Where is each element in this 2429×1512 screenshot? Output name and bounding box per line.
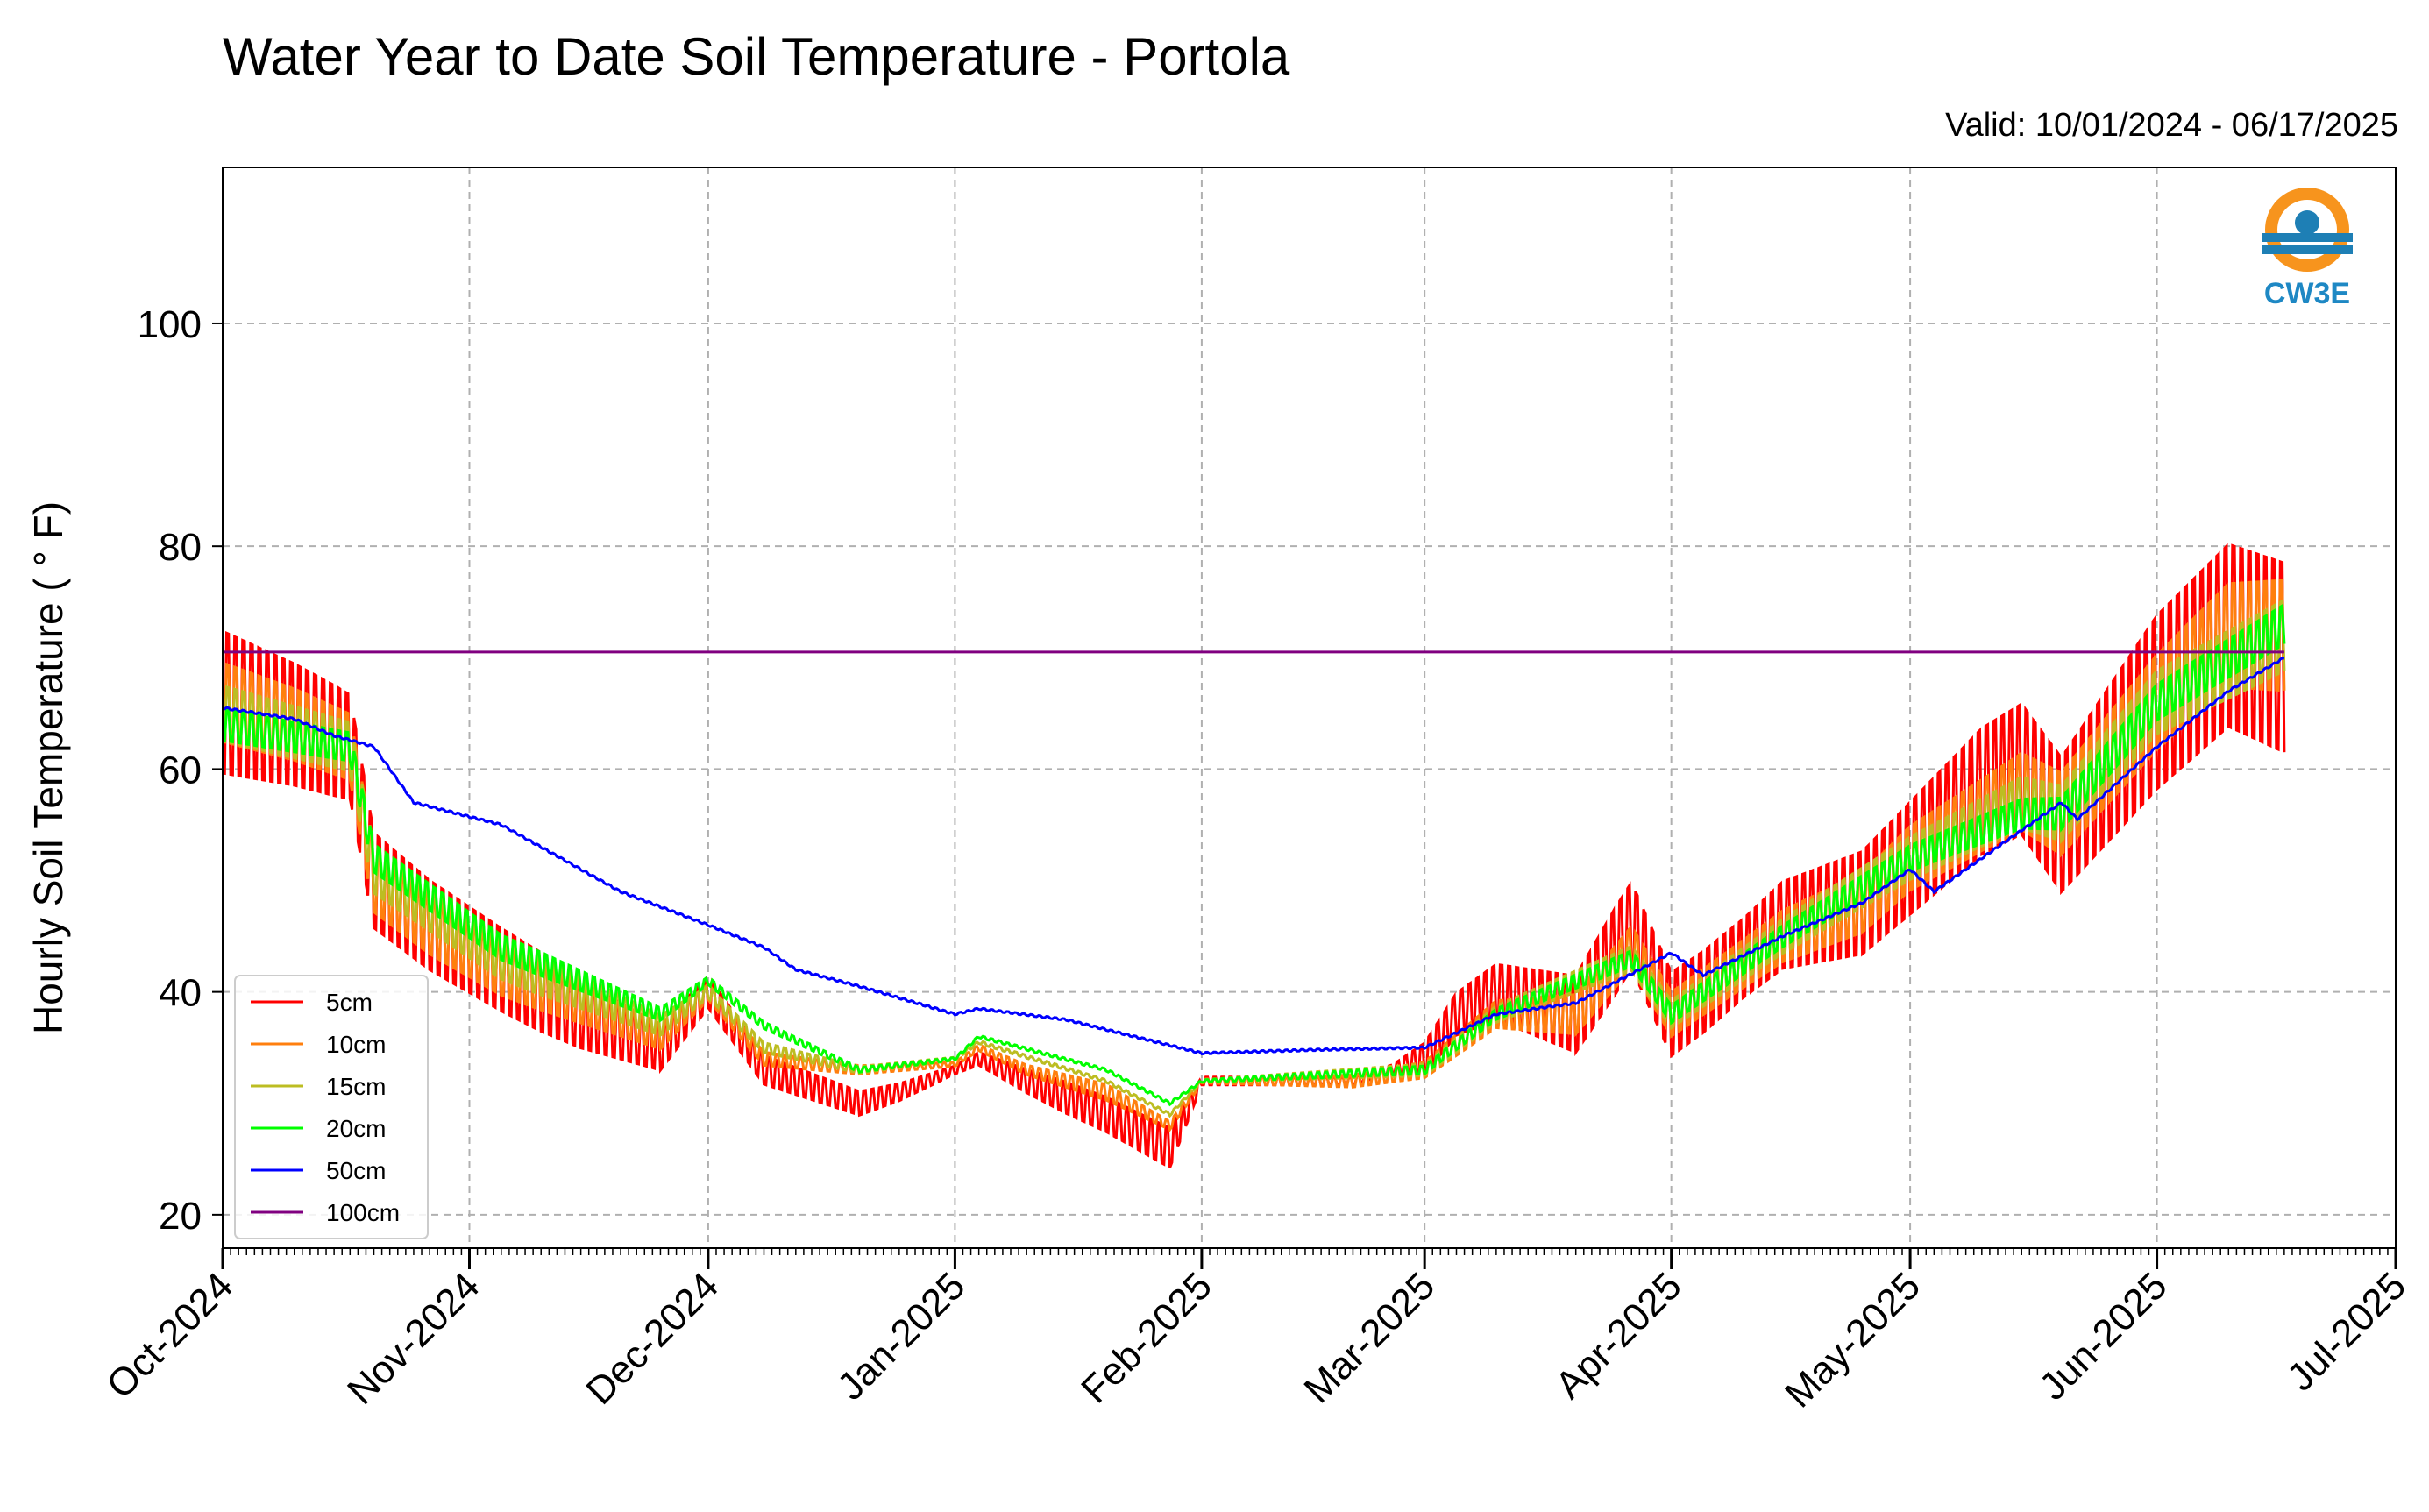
x-tick-label: Oct-2024 — [98, 1264, 241, 1407]
x-tick-label: Dec-2024 — [578, 1264, 727, 1413]
y-tick-label: 20 — [159, 1195, 202, 1238]
x-tick-label: Jan-2025 — [829, 1264, 973, 1408]
legend-label-10cm: 10cm — [326, 1031, 386, 1058]
legend-label-5cm: 5cm — [326, 989, 373, 1016]
y-tick-label: 40 — [159, 972, 202, 1015]
legend-label-15cm: 15cm — [326, 1073, 386, 1100]
x-tick-label: Nov-2024 — [339, 1264, 488, 1413]
legend: 5cm 10cm 15cm 20cm 50cm 100cm — [234, 975, 429, 1239]
x-tick-label: May-2025 — [1777, 1264, 1928, 1416]
chart-subtitle: Valid: 10/01/2024 - 06/17/2025 — [1945, 107, 2398, 144]
x-tick-label: Jul-2025 — [2279, 1264, 2414, 1399]
series-group — [223, 543, 2286, 1168]
y-tick-label: 100 — [138, 303, 202, 346]
cw3e-logo: CW3E — [2262, 188, 2353, 310]
series-line-50cm — [223, 657, 2285, 1056]
legend-label-20cm: 20cm — [326, 1115, 386, 1142]
logo-wave — [2262, 245, 2353, 254]
y-axis: 20 40 60 80 100 — [138, 303, 223, 1238]
x-tick-label: Mar-2025 — [1296, 1264, 1443, 1411]
legend-label-100cm: 100cm — [326, 1199, 400, 1226]
x-tick-label: Jun-2025 — [2031, 1264, 2175, 1408]
legend-label-50cm: 50cm — [326, 1157, 386, 1184]
legend-box — [234, 975, 429, 1239]
x-tick-label: Feb-2025 — [1073, 1264, 1220, 1411]
grid — [222, 167, 2397, 1248]
x-tick-label: Apr-2025 — [1547, 1264, 1690, 1407]
y-tick-label: 80 — [159, 526, 202, 569]
logo-text: CW3E — [2264, 277, 2350, 310]
chart-title: Water Year to Date Soil Temperature - Po… — [223, 27, 1290, 86]
plot-frame — [222, 167, 2397, 1249]
series-line-10cm — [223, 579, 2286, 1133]
y-tick-label: 60 — [159, 749, 202, 791]
x-axis: Oct-2024 Nov-2024 Dec-2024 Jan-2025 Feb-2025… — [98, 1248, 2414, 1416]
series-line-5cm — [223, 543, 2286, 1168]
logo-wave — [2262, 233, 2353, 242]
logo-drop — [2295, 210, 2319, 235]
series-line-20cm — [223, 603, 2286, 1107]
